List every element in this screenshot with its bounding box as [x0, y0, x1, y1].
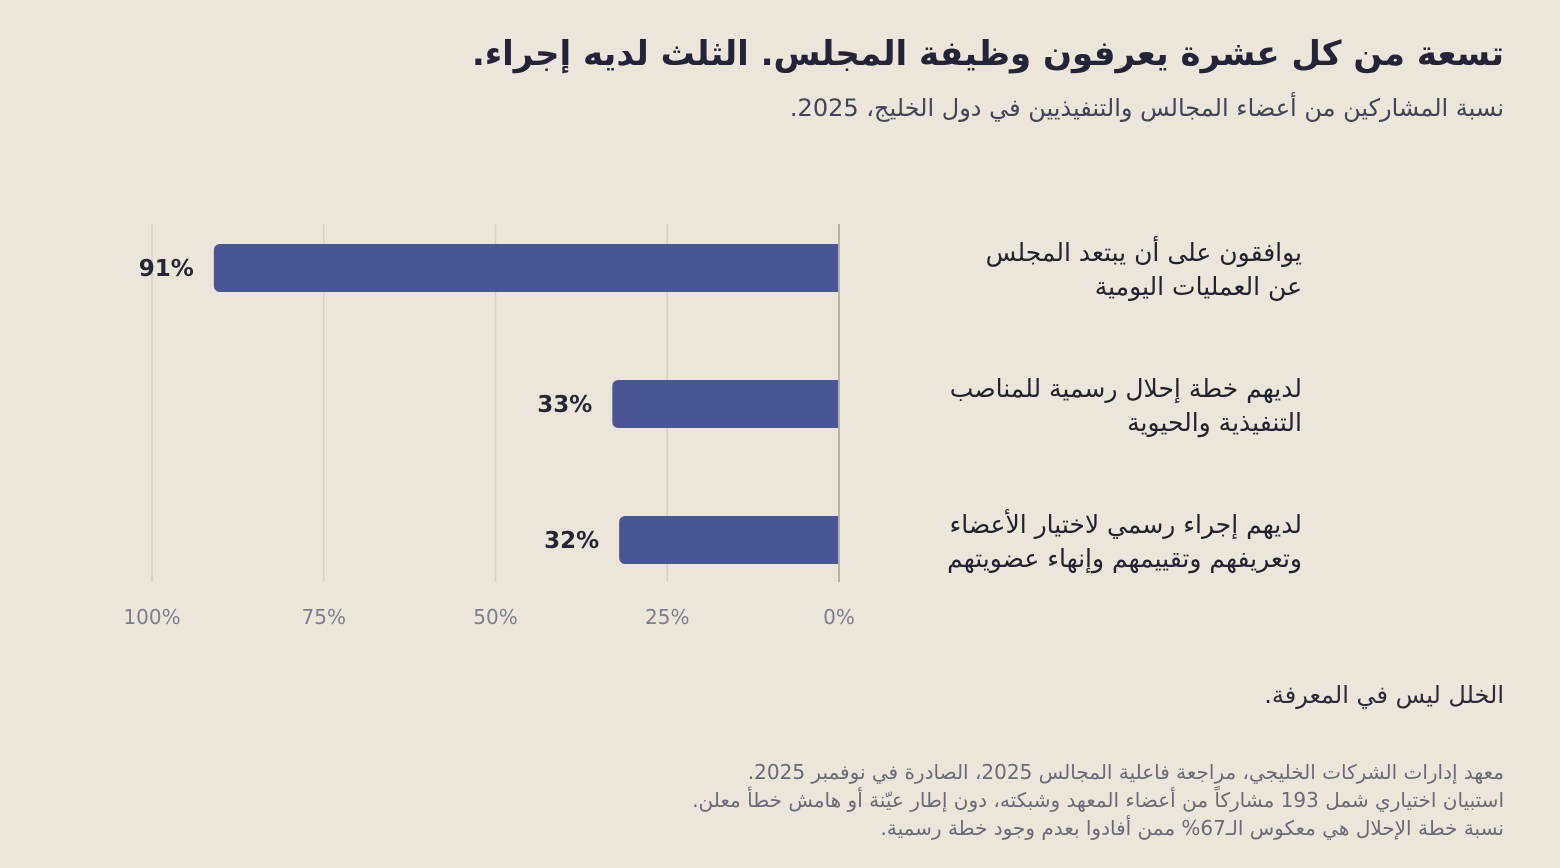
- x-tick-label: 25%: [645, 605, 689, 629]
- source-notes: معهد إدارات الشركات الخليجي، مراجعة فاعل…: [404, 758, 1504, 842]
- bar-value-label: 32%: [544, 528, 599, 554]
- source-note-line: معهد إدارات الشركات الخليجي، مراجعة فاعل…: [747, 760, 1504, 784]
- category-label-line: لديهم إجراء رسمي لاختيار الأعضاء: [949, 510, 1302, 539]
- takeaway-text: الخلل ليس في المعرفة.: [1264, 681, 1504, 709]
- category-label-line: يوافقون على أن يبتعد المجلس: [985, 238, 1302, 267]
- category-label-board-distance: يوافقون على أن يبتعد المجلس عن العمليات …: [822, 236, 1302, 304]
- bar-end: [831, 380, 839, 428]
- x-tick-label: 50%: [473, 605, 517, 629]
- source-note-line: استبيان اختياري شمل 193 مشاركاً من أعضاء…: [692, 788, 1504, 812]
- bar-value-label: 33%: [537, 392, 592, 418]
- category-label-line: عن العمليات اليومية: [1094, 272, 1302, 301]
- category-label-line: التنفيذية والحيوية: [1127, 408, 1302, 437]
- x-tick-label: 100%: [123, 605, 180, 629]
- category-label-member-procedure: لديهم إجراء رسمي لاختيار الأعضاء وتعريفه…: [822, 508, 1302, 576]
- category-label-line: لديهم خطة إحلال رسمية للمناصب: [949, 374, 1302, 403]
- bar-end: [831, 516, 839, 564]
- source-note-line: نسبة خطة الإحلال هي معكوس الـ67% ممن أفا…: [880, 816, 1505, 840]
- bar: [619, 516, 839, 564]
- bar: [213, 244, 839, 292]
- category-label-succession-plan: لديهم خطة إحلال رسمية للمناصب التنفيذية …: [822, 372, 1302, 440]
- bar: [612, 380, 839, 428]
- x-tick-label: 75%: [302, 605, 346, 629]
- bar-value-label: 91%: [139, 256, 194, 282]
- bar-end: [831, 244, 839, 292]
- x-tick-label: 0%: [823, 605, 855, 629]
- chart-subtitle: نسبة المشاركين من أعضاء المجالس والتنفيذ…: [789, 94, 1504, 122]
- chart-title: تسعة من كل عشرة يعرفون وظيفة المجلس. الث…: [471, 34, 1504, 74]
- category-label-line: وتعريفهم وتقييمهم وإنهاء عضويتهم: [947, 544, 1302, 573]
